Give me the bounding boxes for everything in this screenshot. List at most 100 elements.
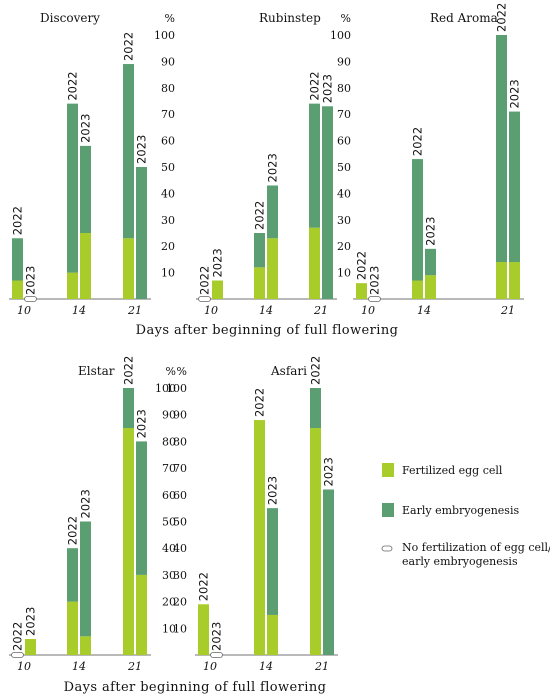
bar-year-label: 2022: [411, 127, 425, 156]
legend-label: No fertilization of egg cell/: [402, 541, 550, 554]
bar-segment-fertilized: [212, 280, 223, 299]
y-tick-label: 10: [161, 267, 175, 280]
bar-21-2023: 2023: [508, 79, 522, 299]
bar-year-label: 2022: [197, 572, 211, 601]
bar-segment-embryo: [80, 521, 91, 637]
bar-segment-fertilized: [25, 638, 36, 655]
bar-21-2022: 2022: [308, 71, 322, 299]
bar-segment-no-fertilization: [24, 296, 37, 302]
y-tick-label: 20: [161, 240, 175, 253]
x-axis-title-bottom: Days after beginning of full flowering: [64, 680, 327, 695]
legend: Fertilized egg cell Early embryogenesis No…: [381, 463, 550, 568]
bar-year-label: 2023: [135, 409, 149, 438]
y-tick-label: 100: [330, 29, 351, 42]
y-tick-label: 90: [161, 55, 175, 68]
bar-year-label: 2022: [308, 71, 322, 100]
bar-14-2023: 2023: [79, 489, 93, 655]
bar-segment-embryo: [496, 35, 507, 263]
y-axis-unit: %: [166, 365, 176, 378]
y-tick-label: 60: [162, 489, 176, 502]
bar-segment-embryo: [80, 145, 91, 233]
x-tick-label: 10: [17, 660, 31, 673]
y-tick-label: 30: [173, 569, 187, 582]
y-tick-label: 100: [154, 29, 175, 42]
bar-segment-fertilized: [67, 272, 78, 299]
panel-red-aroma: Red Aroma%102030405060708090100202220232…: [330, 3, 524, 317]
bar-21-2022: 2022: [495, 3, 509, 299]
y-tick-label: 40: [161, 187, 175, 200]
legend-item-fertilized: Fertilized egg cell: [382, 463, 503, 477]
bar-segment-fertilized: [254, 420, 265, 655]
bar-year-label: 2023: [135, 135, 149, 164]
bar-segment-embryo: [67, 103, 78, 273]
bar-10-2022: 2022: [197, 572, 211, 655]
x-tick-label: 10: [204, 304, 218, 317]
bar-segment-embryo: [267, 508, 278, 615]
bar-segment-fertilized: [356, 283, 367, 299]
x-axis-title-top: Days after beginning of full flowering: [136, 323, 399, 338]
bar-segment-fertilized: [67, 601, 78, 655]
bar-14-2022: 2022: [253, 201, 267, 299]
x-tick-label: 21: [127, 660, 142, 673]
bar-segment-no-fertilization: [210, 652, 223, 658]
bar-10-2022: 2022: [11, 206, 25, 299]
bar-year-label: 2022: [11, 206, 25, 235]
bar-segment-fertilized: [254, 267, 265, 299]
y-tick-label: 70: [162, 462, 176, 475]
bar-year-label: 2023: [24, 266, 38, 295]
y-tick-label: 90: [162, 409, 176, 422]
bar-year-label: 2023: [368, 266, 382, 295]
y-tick-label: 80: [173, 435, 187, 448]
x-tick-label: 14: [417, 304, 431, 317]
bar-segment-embryo: [412, 159, 423, 281]
bar-14-2022: 2022: [253, 388, 267, 655]
y-tick-label: 60: [173, 489, 187, 502]
bar-21-2023: 2023: [135, 135, 149, 299]
bar-year-label: 2022: [253, 388, 267, 417]
bar-segment-embryo: [136, 441, 147, 575]
x-tick-label: 10: [361, 304, 375, 317]
bar-21-2023: 2023: [321, 74, 335, 299]
bar-year-label: 2022: [495, 3, 509, 32]
bar-segment-fertilized: [136, 574, 147, 655]
x-tick-label: 14: [259, 660, 273, 673]
y-tick-label: 60: [161, 135, 175, 148]
x-tick-label: 14: [259, 304, 273, 317]
bar-10-2023: 2023: [24, 266, 38, 302]
bar-21-2022: 2022: [309, 356, 323, 655]
panel-discovery: Discovery 2022 2023 2022 2023 2022 2023 10 14 21: [9, 11, 151, 317]
bar-segment-embryo: [310, 388, 321, 429]
bar-segment-fertilized: [80, 233, 91, 299]
y-tick-label: 100: [166, 382, 187, 395]
y-tick-label: 60: [337, 135, 351, 148]
y-tick-label: 30: [162, 569, 176, 582]
bar-segment-fertilized: [123, 428, 134, 655]
bar-21-2022: 2022: [122, 356, 136, 655]
y-tick-label: 20: [162, 596, 176, 609]
bar-segment-no-fertilization: [198, 296, 211, 302]
y-tick-label: 10: [337, 267, 351, 280]
bar-10-2022: 2022: [355, 251, 369, 299]
bar-year-label: 2023: [79, 114, 93, 143]
bar-year-label: 2022: [253, 201, 267, 230]
x-tick-label: 21: [314, 660, 329, 673]
bar-year-label: 2023: [266, 476, 280, 505]
legend-item-embryo: Early embryogenesis: [382, 503, 519, 517]
bar-segment-embryo: [12, 238, 23, 281]
bar-year-label: 2023: [322, 457, 336, 486]
bar-segment-embryo: [123, 64, 134, 239]
y-tick-label: 40: [173, 542, 187, 555]
panel-asfari: Asfari% 10 20 30 40 50 60 70 80 90 100 2022 2023 2022…: [166, 356, 338, 673]
y-axis-unit: %: [341, 12, 351, 25]
x-tick-label: 21: [500, 304, 515, 317]
bar-segment-fertilized: [267, 238, 278, 299]
panel-rubinstep: Rubinstep%102030405060708090100202220232…: [154, 11, 337, 317]
bar-year-label: 2022: [198, 266, 212, 295]
legend-label-line2: early embryogenesis: [402, 555, 518, 568]
bar-year-label: 2022: [11, 622, 25, 651]
y-tick-label: 80: [161, 82, 175, 95]
legend-label: Fertilized egg cell: [402, 464, 503, 477]
